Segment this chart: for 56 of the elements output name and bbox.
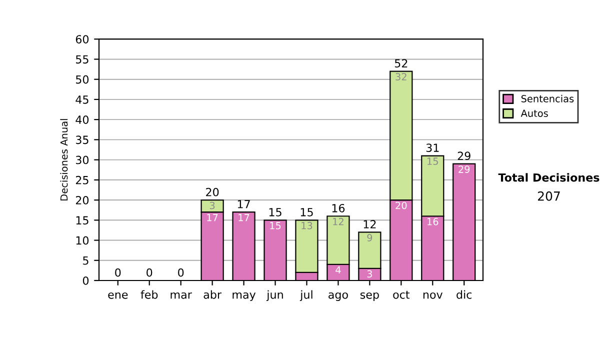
y-axis-title: Decisiones Anual <box>60 119 68 200</box>
total-label: 0 <box>146 268 152 277</box>
legend-label: Sentencias <box>521 94 574 102</box>
total-label: 0 <box>178 268 184 277</box>
x-tick-label: sep <box>360 292 379 301</box>
y-tick-label: 45 <box>76 96 88 104</box>
data-label: 15 <box>428 158 438 165</box>
x-tick-label: dic <box>456 290 472 299</box>
y-tick-label: 30 <box>76 156 89 164</box>
y-tick-label: 5 <box>83 256 88 265</box>
data-label: 4 <box>336 266 341 274</box>
y-tick-label: 40 <box>76 116 89 124</box>
x-tick-label: feb <box>140 290 158 299</box>
y-tick-label: 0 <box>82 276 89 285</box>
x-tick-label: jun <box>266 290 283 301</box>
x-tick-label: jul <box>300 290 312 301</box>
data-label: 32 <box>396 73 406 80</box>
x-tick-label: mar <box>170 292 192 299</box>
x-tick-label: abr <box>204 290 222 299</box>
x-tick-label: may <box>232 292 256 301</box>
total-label: 31 <box>426 144 439 152</box>
data-label: 3 <box>367 270 372 278</box>
total-label: 52 <box>394 59 408 68</box>
x-tick-label: ago <box>328 292 348 301</box>
total-label: 0 <box>115 268 121 277</box>
data-label: 9 <box>367 234 372 242</box>
total-label: 15 <box>269 208 282 216</box>
total-label: 20 <box>206 188 219 196</box>
y-tick-label: 10 <box>76 236 89 245</box>
data-label: 20 <box>396 202 407 210</box>
data-label: 15 <box>270 222 281 230</box>
data-label: 29 <box>458 166 470 173</box>
data-label: 13 <box>302 222 312 230</box>
total-label: 29 <box>458 152 470 160</box>
y-tick-label: 20 <box>76 196 89 204</box>
data-label: 17 <box>207 214 218 222</box>
data-label: 12 <box>333 218 344 226</box>
y-tick-label: 35 <box>76 136 88 144</box>
data-label: 17 <box>238 214 250 222</box>
x-tick-label: nov <box>423 292 443 299</box>
y-tick-label: 50 <box>76 75 89 84</box>
y-tick-label: 25 <box>76 176 88 184</box>
legend-label: Autos <box>520 110 548 117</box>
y-tick-label: 15 <box>76 216 88 225</box>
data-label: 16 <box>428 218 438 226</box>
x-tick-label: ene <box>108 292 128 299</box>
text: Total Decisiones <box>498 173 600 182</box>
x-tick-label: oct <box>393 290 410 299</box>
total-label: 17 <box>238 200 250 208</box>
total-label: 16 <box>332 204 345 212</box>
y-tick-label: 60 <box>76 35 89 44</box>
text: 207 <box>538 191 560 201</box>
total-label: 12 <box>364 220 376 228</box>
total-label: 15 <box>300 208 313 216</box>
y-tick-label: 55 <box>76 55 88 64</box>
data-label: 3 <box>210 202 215 210</box>
